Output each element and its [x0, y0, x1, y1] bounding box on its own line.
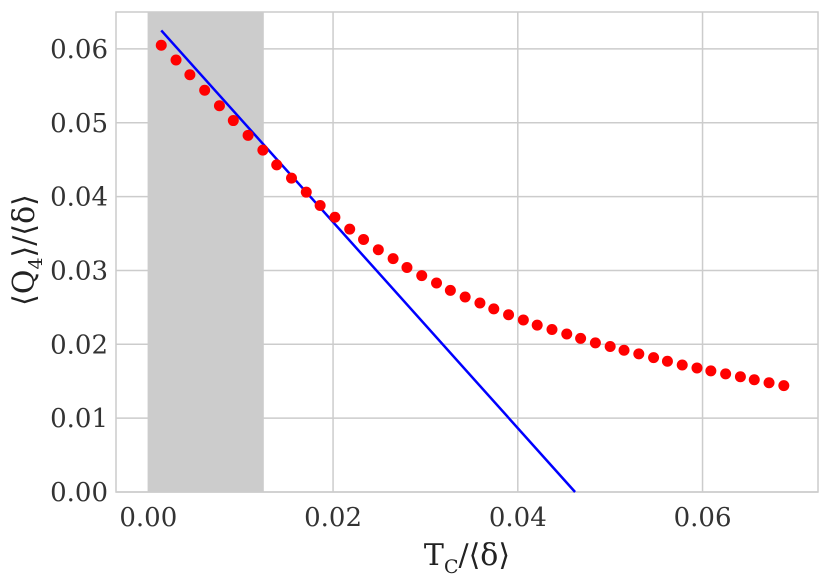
data-point [734, 371, 746, 383]
data-point [720, 368, 732, 380]
data-point [257, 144, 269, 156]
data-point [661, 355, 673, 367]
y-axis-label-sub: 4 [25, 257, 47, 269]
y-tick-label: 0.02 [50, 330, 108, 360]
data-point [329, 211, 341, 223]
y-tick-label: 0.06 [50, 35, 108, 65]
y-tick-label: 0.00 [50, 478, 108, 508]
data-point [503, 309, 515, 321]
data-point [199, 84, 211, 96]
data-point [227, 115, 239, 127]
series-layer [155, 29, 790, 493]
data-point [242, 129, 254, 141]
data-point [648, 352, 660, 364]
data-point [763, 377, 775, 389]
data-point [459, 291, 471, 303]
data-point [575, 332, 587, 344]
x-axis-label: TC/⟨δ⟩ [424, 538, 510, 578]
data-point [589, 337, 601, 349]
y-tick-label: 0.01 [50, 404, 108, 434]
data-point [401, 262, 413, 274]
data-point [286, 172, 297, 184]
data-point [488, 303, 500, 315]
x-axis-label-main: T [424, 538, 444, 573]
x-tick-label: 0.00 [119, 503, 177, 533]
data-point [387, 253, 399, 265]
data-point [416, 270, 428, 282]
data-point [300, 186, 312, 198]
y-axis-label: ⟨Q4⟩/⟨δ⟩ [7, 194, 47, 306]
y-tick-label: 0.03 [50, 256, 108, 286]
data-point [184, 69, 196, 81]
data-point [271, 159, 283, 171]
data-point [676, 359, 688, 371]
plot-frame [115, 11, 819, 493]
data-point [170, 54, 182, 66]
data-point [561, 328, 573, 340]
x-tick-label: 0.06 [674, 503, 732, 533]
x-tick-label: 0.02 [304, 503, 362, 533]
shaded-region-layer [148, 12, 264, 492]
data-point [748, 374, 760, 386]
x-tick-label: 0.04 [489, 503, 547, 533]
shaded-region [148, 12, 264, 492]
x-axis-label-sub: C [444, 556, 459, 578]
data-point [531, 319, 543, 331]
y-axis-label-rest: ⟩/⟨δ⟩ [7, 194, 42, 257]
data-point [778, 380, 790, 392]
y-tick-label: 0.04 [50, 183, 108, 213]
data-point [604, 341, 616, 353]
data-point [213, 100, 225, 112]
tick-label-layer: 0.00 0.02 0.04 0.06 0.00 0.01 0.02 0.03 0.04 0.05… [50, 35, 731, 533]
x-axis-label-rest: /⟨δ⟩ [458, 538, 510, 573]
data-point [344, 223, 356, 235]
data-point [431, 277, 443, 289]
data-point [618, 344, 630, 356]
data-point [633, 348, 645, 360]
data-point [474, 297, 486, 309]
data-point [314, 199, 326, 211]
y-axis-label-main: ⟨Q [7, 270, 42, 306]
y-tick-label: 0.05 [50, 109, 108, 139]
data-point [517, 314, 529, 326]
data-point [691, 362, 703, 374]
data-point [546, 324, 558, 336]
data-point [372, 244, 384, 256]
fit-line [160, 29, 577, 493]
data-point [155, 39, 167, 51]
data-point [444, 284, 456, 296]
data-point [705, 365, 717, 377]
data-point [358, 233, 370, 245]
